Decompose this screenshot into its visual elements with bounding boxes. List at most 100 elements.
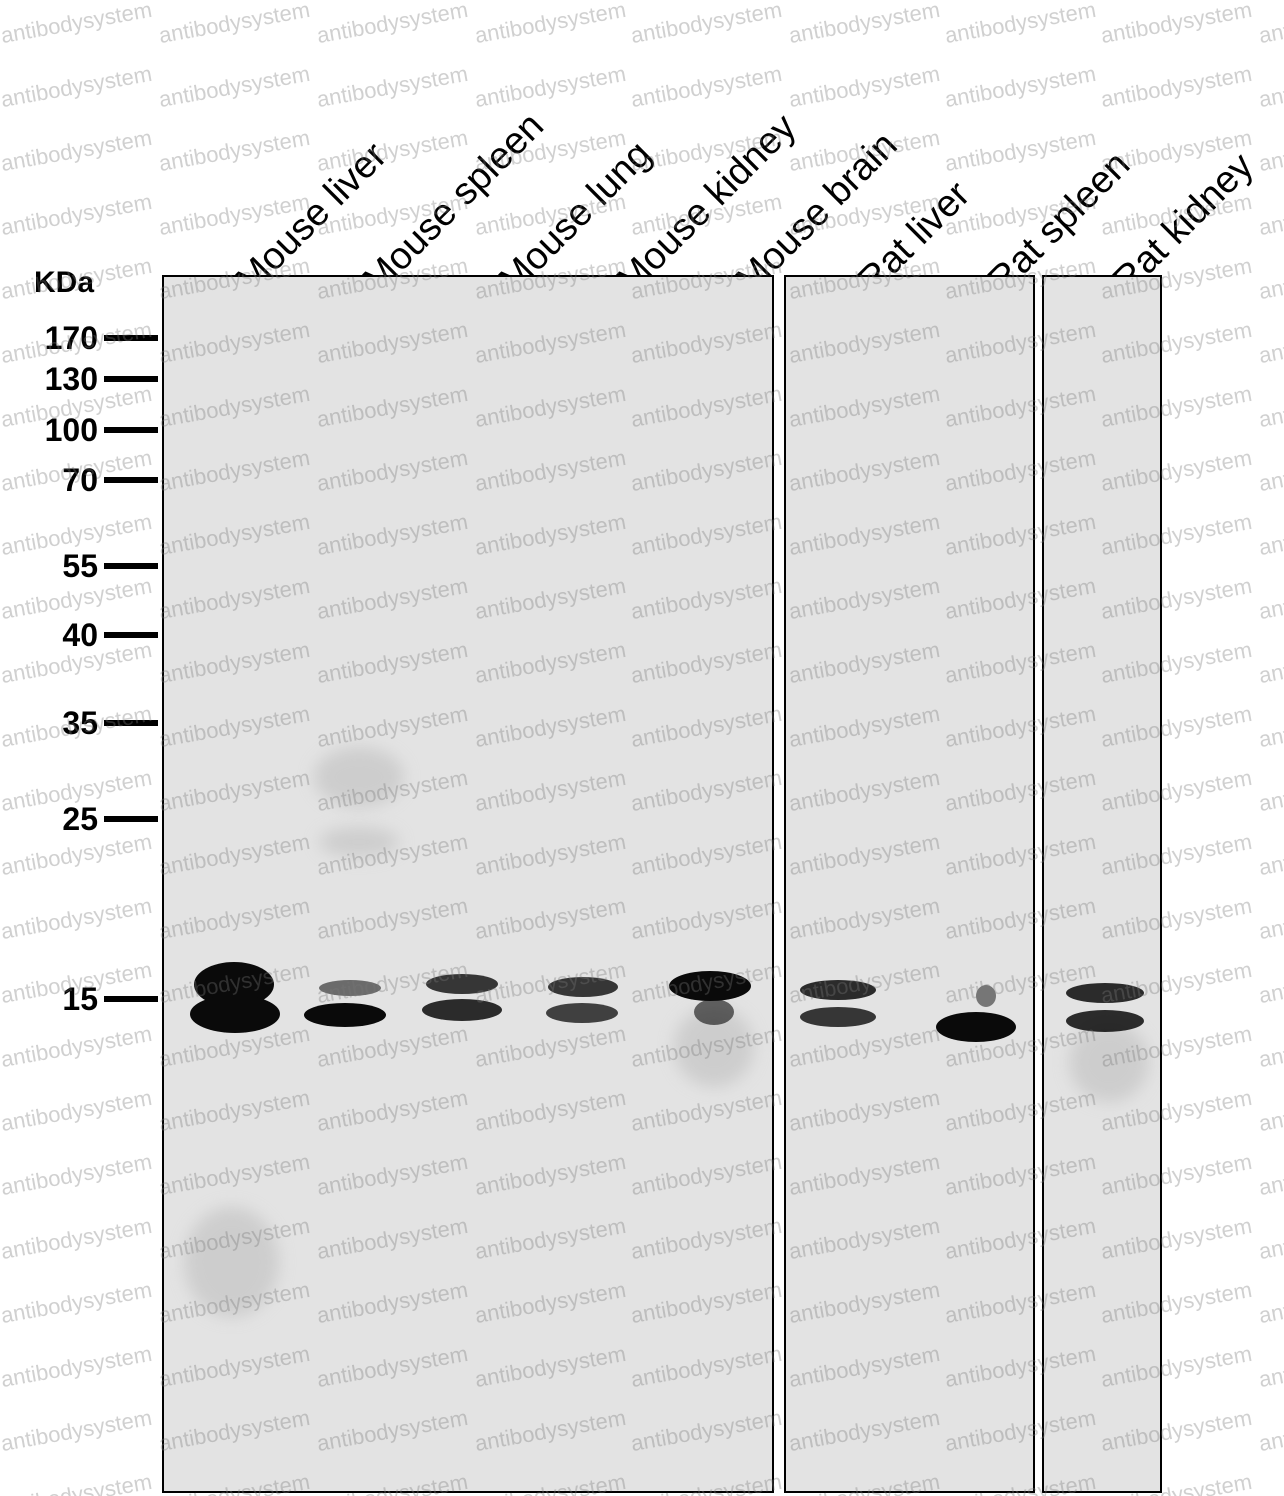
marker-25: 25: [0, 802, 158, 836]
band-smear: [319, 827, 399, 857]
watermark-text: antibodysystem: [1256, 252, 1284, 305]
watermark-text: antibodysystem: [0, 1084, 154, 1137]
marker-tick: [104, 427, 158, 433]
watermark-text: antibodysystem: [156, 124, 312, 177]
watermark-text: antibodysystem: [942, 0, 1098, 49]
watermark-text: antibodysystem: [1098, 60, 1254, 113]
band-mouse-spleen-upper: [319, 980, 381, 996]
band-mouse-lung-lower: [422, 999, 502, 1021]
marker-55: 55: [0, 549, 158, 583]
marker-35: 35: [0, 706, 158, 740]
watermark-text: antibodysystem: [0, 892, 154, 945]
watermark-text: antibodysystem: [1256, 1404, 1284, 1457]
marker-label: 130: [44, 361, 98, 397]
watermark-text: antibodysystem: [0, 124, 154, 177]
watermark-text: antibodysystem: [472, 0, 628, 49]
watermark-text: antibodysystem: [1256, 508, 1284, 561]
marker-label: 40: [62, 617, 98, 653]
watermark-text: antibodysystem: [0, 60, 154, 113]
marker-130: 130: [0, 362, 158, 396]
marker-label: 55: [62, 548, 98, 584]
blot-panel-rat-2: [1042, 275, 1162, 1493]
watermark-text: antibodysystem: [1256, 444, 1284, 497]
watermark-text: antibodysystem: [0, 1148, 154, 1201]
watermark-text: antibodysystem: [786, 60, 942, 113]
watermark-text: antibodysystem: [1256, 1212, 1284, 1265]
watermark-text: antibodysystem: [1256, 700, 1284, 753]
band-mouse-spleen-lower: [304, 1003, 386, 1027]
watermark-text: antibodysystem: [1098, 0, 1254, 49]
marker-tick: [104, 632, 158, 638]
marker-100: 100: [0, 413, 158, 447]
watermark-text: antibodysystem: [472, 60, 628, 113]
watermark-text: antibodysystem: [0, 1468, 154, 1496]
marker-label: 100: [44, 412, 98, 448]
watermark-text: antibodysystem: [1256, 188, 1284, 241]
band-mouse-brain-lower: [694, 999, 734, 1025]
watermark-text: antibodysystem: [156, 60, 312, 113]
marker-tick: [104, 335, 158, 341]
band-mouse-kidney-upper: [548, 977, 618, 997]
watermark-text: antibodysystem: [628, 0, 784, 49]
watermark-text: antibodysystem: [628, 60, 784, 113]
kda-unit-label: KDa: [34, 266, 95, 299]
band-rat-spleen-lower: [936, 1012, 1016, 1042]
marker-label: 170: [44, 320, 98, 356]
band-mouse-kidney-lower: [546, 1003, 618, 1023]
watermark-text: antibodysystem: [314, 0, 470, 49]
watermark-text: antibodysystem: [0, 1340, 154, 1393]
watermark-text: antibodysystem: [1256, 1340, 1284, 1393]
watermark-text: antibodysystem: [1256, 380, 1284, 433]
marker-label: 25: [62, 801, 98, 837]
band-mouse-lung-upper: [426, 974, 498, 994]
marker-tick: [104, 563, 158, 569]
watermark-text: antibodysystem: [0, 1404, 154, 1457]
watermark-text: antibodysystem: [1256, 572, 1284, 625]
watermark-text: antibodysystem: [0, 1212, 154, 1265]
marker-label: 35: [62, 705, 98, 741]
watermark-text: antibodysystem: [1256, 0, 1284, 49]
watermark-text: antibodysystem: [156, 0, 312, 49]
marker-70: 70: [0, 463, 158, 497]
watermark-text: antibodysystem: [1256, 828, 1284, 881]
marker-15: 15: [0, 982, 158, 1016]
watermark-text: antibodysystem: [1256, 124, 1284, 177]
band-mouse-brain-upper: [669, 971, 751, 1001]
watermark-text: antibodysystem: [1256, 1084, 1284, 1137]
band-smear: [1069, 1022, 1149, 1102]
marker-tick: [104, 376, 158, 382]
watermark-text: antibodysystem: [1256, 1276, 1284, 1329]
marker-tick: [104, 477, 158, 483]
marker-tick: [104, 996, 158, 1002]
watermark-text: antibodysystem: [314, 60, 470, 113]
watermark-text: antibodysystem: [942, 60, 1098, 113]
marker-40: 40: [0, 618, 158, 652]
band-smear: [314, 747, 404, 807]
band-rat-liver-lower: [800, 1007, 876, 1027]
watermark-text: antibodysystem: [1256, 956, 1284, 1009]
watermark-text: antibodysystem: [1256, 1468, 1284, 1496]
watermark-text: antibodysystem: [1256, 60, 1284, 113]
watermark-text: antibodysystem: [942, 124, 1098, 177]
watermark-text: antibodysystem: [1256, 636, 1284, 689]
marker-tick: [104, 720, 158, 726]
watermark-text: antibodysystem: [1256, 892, 1284, 945]
blot-panel-rat-1: [784, 275, 1035, 1493]
watermark-text: antibodysystem: [0, 188, 154, 241]
watermark-text: antibodysystem: [0, 1020, 154, 1073]
marker-170: 170: [0, 321, 158, 355]
band-rat-kidney-upper: [1066, 983, 1144, 1003]
marker-tick: [104, 816, 158, 822]
marker-label: 15: [62, 981, 98, 1017]
blot-panel-mouse: [162, 275, 774, 1493]
band-rat-spleen-upper: [976, 985, 996, 1007]
watermark-text: antibodysystem: [1256, 1148, 1284, 1201]
band-mouse-liver-lower: [190, 995, 280, 1033]
watermark-text: antibodysystem: [1256, 316, 1284, 369]
watermark-text: antibodysystem: [0, 0, 154, 49]
watermark-text: antibodysystem: [786, 0, 942, 49]
band-smear: [184, 1207, 279, 1317]
marker-label: 70: [62, 462, 98, 498]
watermark-text: antibodysystem: [0, 1276, 154, 1329]
band-rat-kidney-lower: [1066, 1010, 1144, 1032]
